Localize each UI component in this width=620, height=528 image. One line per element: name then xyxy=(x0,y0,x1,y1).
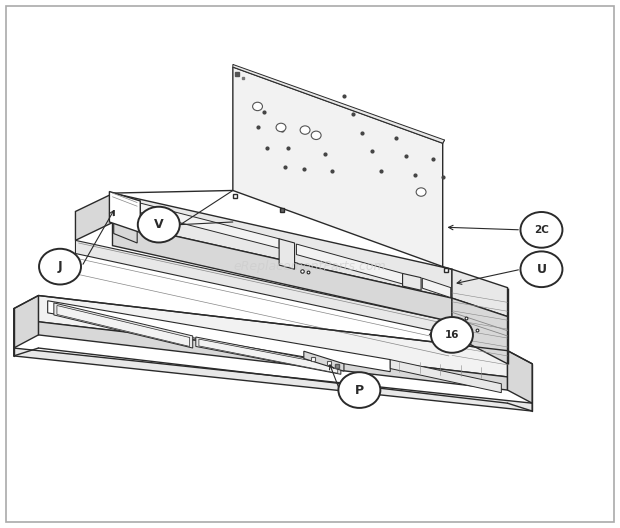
Text: V: V xyxy=(154,218,164,231)
Text: P: P xyxy=(355,383,364,397)
Polygon shape xyxy=(14,296,38,348)
Circle shape xyxy=(520,212,562,248)
Polygon shape xyxy=(48,301,390,372)
Polygon shape xyxy=(140,203,279,248)
Polygon shape xyxy=(76,240,452,335)
Polygon shape xyxy=(199,339,338,373)
Text: J: J xyxy=(58,260,63,273)
Polygon shape xyxy=(76,193,113,240)
Polygon shape xyxy=(38,296,508,377)
Polygon shape xyxy=(452,269,508,316)
Text: U: U xyxy=(536,263,546,276)
Circle shape xyxy=(339,372,380,408)
Circle shape xyxy=(520,251,562,287)
Circle shape xyxy=(300,126,310,134)
Polygon shape xyxy=(54,303,193,348)
Polygon shape xyxy=(109,192,140,232)
Polygon shape xyxy=(112,222,452,322)
Circle shape xyxy=(39,249,81,285)
Polygon shape xyxy=(508,351,532,403)
Polygon shape xyxy=(113,194,137,231)
Polygon shape xyxy=(14,348,532,411)
Polygon shape xyxy=(196,337,341,374)
Text: 2C: 2C xyxy=(534,225,549,235)
Polygon shape xyxy=(233,67,443,267)
Polygon shape xyxy=(112,193,452,298)
Polygon shape xyxy=(279,239,294,269)
Polygon shape xyxy=(38,322,508,390)
Circle shape xyxy=(416,188,426,196)
Polygon shape xyxy=(402,274,421,290)
Circle shape xyxy=(311,131,321,139)
Circle shape xyxy=(138,207,180,242)
Circle shape xyxy=(431,317,473,353)
Text: eReplacementParts.com: eReplacementParts.com xyxy=(234,260,386,273)
Circle shape xyxy=(252,102,262,111)
Text: 16: 16 xyxy=(445,330,459,340)
Polygon shape xyxy=(296,244,402,284)
Polygon shape xyxy=(233,64,445,143)
Polygon shape xyxy=(452,298,508,364)
Circle shape xyxy=(276,123,286,131)
Polygon shape xyxy=(113,222,137,243)
Polygon shape xyxy=(57,306,190,346)
Polygon shape xyxy=(422,278,451,298)
Polygon shape xyxy=(390,360,502,393)
Polygon shape xyxy=(304,351,344,371)
